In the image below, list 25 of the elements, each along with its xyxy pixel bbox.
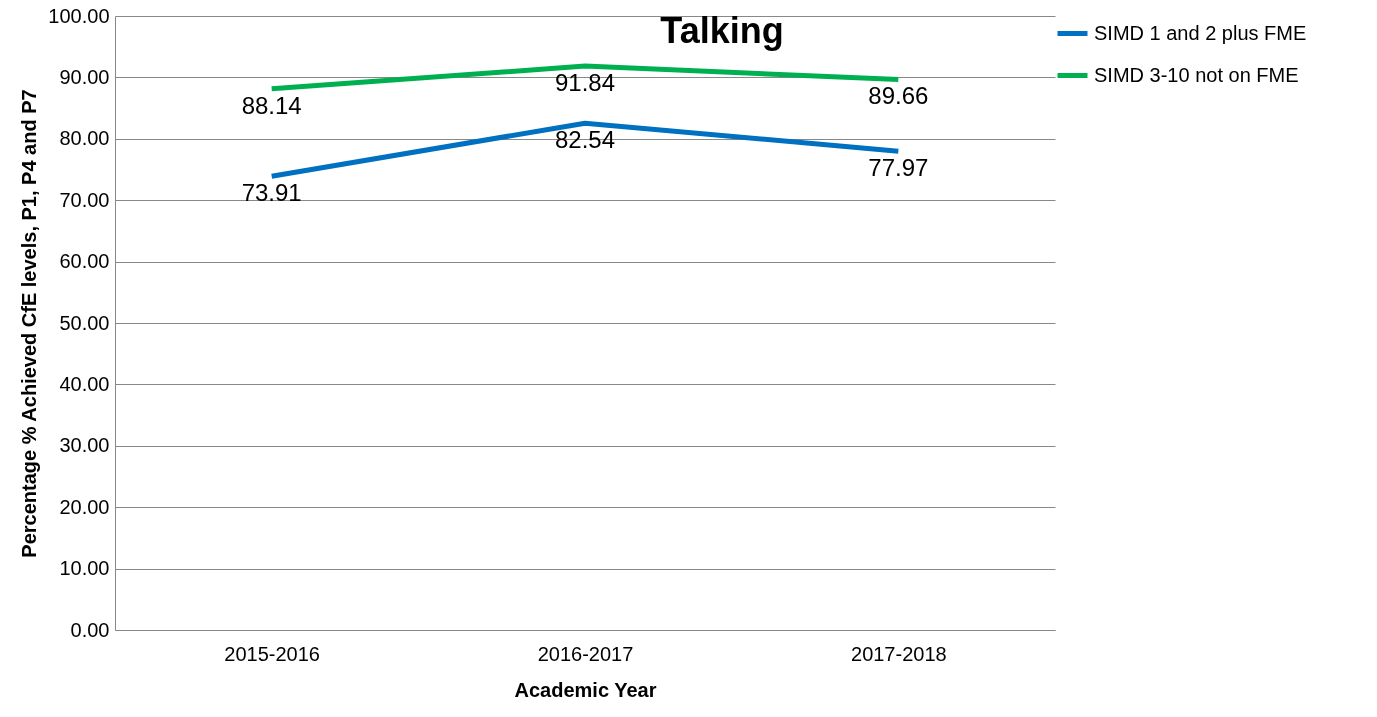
y-tick-label: 50.00 xyxy=(59,311,110,334)
y-tick-label: 90.00 xyxy=(59,65,110,88)
y-tick-label: 30.00 xyxy=(59,434,110,457)
chart-title: Talking xyxy=(660,10,784,51)
x-tick-label: 2016-2017 xyxy=(537,642,634,665)
data-label: 77.97 xyxy=(868,154,929,182)
legend-label: SIMD 1 and 2 plus FME xyxy=(1094,21,1307,44)
x-tick-label: 2015-2016 xyxy=(224,642,320,665)
y-axis-title: Percentage % Achieved CfE levels, P1, P4 and P7 xyxy=(18,89,41,558)
y-tick-label: 80.00 xyxy=(59,127,110,150)
data-label: 91.84 xyxy=(554,69,616,97)
data-label: 88.14 xyxy=(241,91,302,119)
y-tick-label: 20.00 xyxy=(59,495,110,518)
y-tick-label: 10.00 xyxy=(59,557,110,580)
legend-label: SIMD 3-10 not on FME xyxy=(1094,63,1299,86)
x-axis-title: Academic Year xyxy=(514,678,657,701)
y-tick-label: 40.00 xyxy=(59,372,110,395)
y-tick-label: 0.00 xyxy=(70,618,110,641)
data-label: 89.66 xyxy=(868,82,929,110)
y-tick-label: 70.00 xyxy=(59,188,110,211)
y-tick-label: 100.00 xyxy=(48,4,110,27)
data-label: 82.54 xyxy=(554,126,616,154)
data-label: 73.91 xyxy=(241,179,302,207)
x-tick-label: 2017-2018 xyxy=(851,642,947,665)
y-tick-label: 60.00 xyxy=(59,250,110,273)
